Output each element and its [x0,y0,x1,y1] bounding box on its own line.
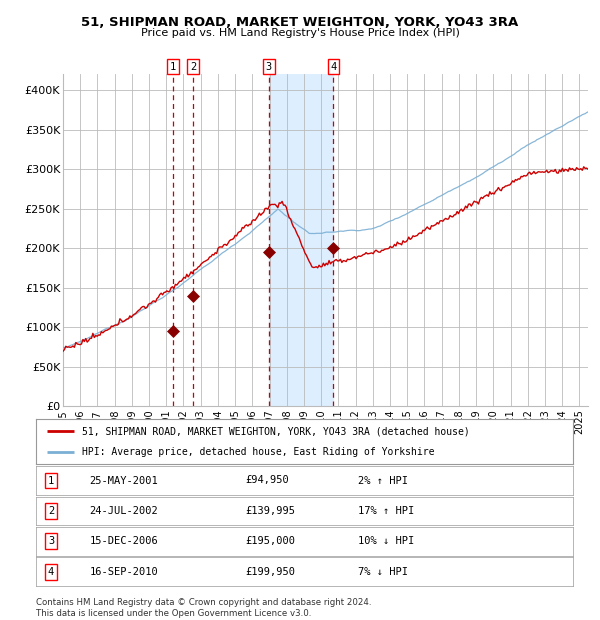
Text: £139,995: £139,995 [245,506,295,516]
Text: 2: 2 [48,506,54,516]
Text: £195,000: £195,000 [245,536,295,546]
Text: 3: 3 [266,61,272,72]
Text: 4: 4 [48,567,54,577]
Text: 51, SHIPMAN ROAD, MARKET WEIGHTON, YORK, YO43 3RA: 51, SHIPMAN ROAD, MARKET WEIGHTON, YORK,… [82,16,518,29]
Text: 7% ↓ HPI: 7% ↓ HPI [358,567,408,577]
Text: 24-JUL-2002: 24-JUL-2002 [90,506,158,516]
Text: Price paid vs. HM Land Registry's House Price Index (HPI): Price paid vs. HM Land Registry's House … [140,28,460,38]
Text: 51, SHIPMAN ROAD, MARKET WEIGHTON, YORK, YO43 3RA (detached house): 51, SHIPMAN ROAD, MARKET WEIGHTON, YORK,… [82,426,469,436]
Text: 3: 3 [48,536,54,546]
Text: 25-MAY-2001: 25-MAY-2001 [90,476,158,485]
Text: HPI: Average price, detached house, East Riding of Yorkshire: HPI: Average price, detached house, East… [82,446,434,457]
Text: Contains HM Land Registry data © Crown copyright and database right 2024.
This d: Contains HM Land Registry data © Crown c… [36,598,371,618]
Text: £94,950: £94,950 [245,476,289,485]
Text: 15-DEC-2006: 15-DEC-2006 [90,536,158,546]
Bar [269,74,334,406]
Text: 10% ↓ HPI: 10% ↓ HPI [358,536,415,546]
Text: 17% ↑ HPI: 17% ↑ HPI [358,506,415,516]
Text: 4: 4 [330,61,337,72]
Text: 1: 1 [170,61,176,72]
Text: 1: 1 [48,476,54,485]
Text: 2% ↑ HPI: 2% ↑ HPI [358,476,408,485]
Text: 16-SEP-2010: 16-SEP-2010 [90,567,158,577]
Text: 2: 2 [190,61,196,72]
Text: £199,950: £199,950 [245,567,295,577]
